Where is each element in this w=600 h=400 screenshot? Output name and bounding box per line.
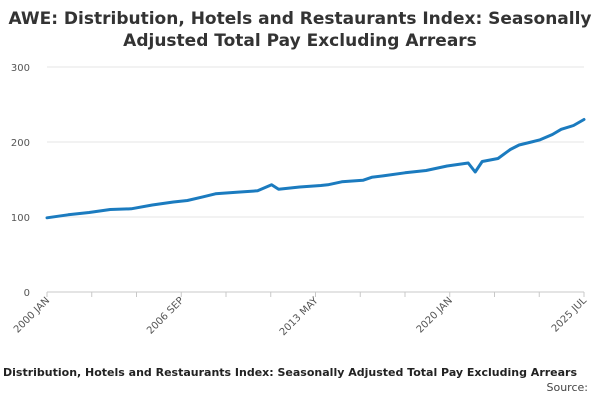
y-tick-label: 200 (11, 138, 30, 149)
plot-area (45, 118, 586, 220)
chart-title-line-2: Adjusted Total Pay Excluding Arrears (123, 31, 477, 51)
x-tick-label: 2025 JUL (550, 295, 590, 335)
y-tick-label: 0 (24, 288, 30, 299)
legend-label: Distribution, Hotels and Restaurants Ind… (3, 366, 577, 379)
x-tick-label: 2013 MAY (278, 295, 321, 338)
y-tick-label: 100 (11, 213, 30, 224)
y-tick-label: 300 (11, 63, 30, 74)
x-tick-label: 2000 JAN (12, 295, 52, 335)
x-tick-label: 2006 SEP (145, 295, 186, 336)
chart-title-line-1: AWE: Distribution, Hotels and Restaurant… (8, 9, 591, 29)
x-tick-label: 2020 JAN (415, 295, 455, 335)
gridlines (47, 66, 584, 218)
series-line (45, 118, 586, 220)
y-axis-ticks: 0 100 200 300 (11, 63, 30, 299)
source-label: Source: (547, 381, 589, 394)
x-axis: 2000 JAN 2006 SEP 2013 MAY 2020 JAN 2025 JUL (12, 291, 590, 338)
